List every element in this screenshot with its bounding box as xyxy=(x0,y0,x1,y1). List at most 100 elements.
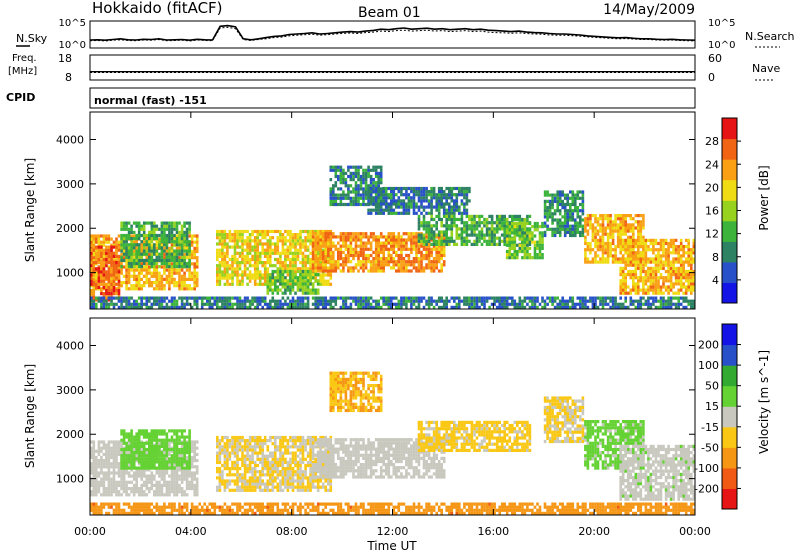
data-cell xyxy=(266,305,270,309)
data-cell xyxy=(672,260,675,264)
data-cell xyxy=(334,168,338,172)
data-cell xyxy=(329,273,333,277)
data-cell xyxy=(359,299,363,303)
nave-label: Nave xyxy=(752,62,780,75)
data-cell xyxy=(493,242,496,246)
data-cell xyxy=(97,254,101,258)
data-cell xyxy=(100,251,103,255)
data-cell xyxy=(533,243,537,247)
data-cell xyxy=(609,223,612,227)
data-cell xyxy=(679,263,683,267)
data-cell xyxy=(642,269,645,274)
data-cell xyxy=(216,270,219,274)
data-cell xyxy=(601,235,605,239)
data-cell xyxy=(442,263,446,267)
data-cell xyxy=(163,268,166,272)
data-cell xyxy=(538,240,542,244)
data-cell xyxy=(606,296,610,300)
data-cell xyxy=(291,267,295,271)
data-cell xyxy=(616,305,620,309)
data-cell xyxy=(357,168,360,172)
data-cell xyxy=(135,302,138,306)
data-cell xyxy=(334,193,338,197)
data-cell xyxy=(170,302,174,306)
data-cell xyxy=(384,190,388,194)
data-cell xyxy=(558,299,562,303)
data-cell xyxy=(304,267,307,271)
data-cell xyxy=(256,267,259,271)
data-cell xyxy=(483,233,486,237)
data-cell xyxy=(684,273,688,277)
data-cell xyxy=(168,246,171,250)
data-cell xyxy=(367,257,370,261)
data-cell xyxy=(120,302,123,306)
data-cell xyxy=(493,227,496,231)
data-cell xyxy=(301,257,305,262)
data-cell xyxy=(657,269,660,274)
data-cell xyxy=(571,224,575,228)
data-cell xyxy=(127,305,131,309)
nave-tick-bottom: 0 xyxy=(708,71,715,84)
data-cell xyxy=(619,266,622,270)
data-cell xyxy=(319,266,322,270)
data-cell xyxy=(445,193,448,197)
data-cell xyxy=(276,276,280,280)
data-cell xyxy=(682,282,685,286)
data-cell xyxy=(188,277,191,281)
data-cell xyxy=(606,248,610,252)
data-cell xyxy=(619,238,622,242)
data-cell xyxy=(243,254,247,258)
data-cell xyxy=(145,271,149,275)
data-cell xyxy=(596,220,600,224)
data-cell xyxy=(258,302,262,306)
data-cell xyxy=(649,276,653,280)
data-cell xyxy=(115,296,118,300)
data-cell xyxy=(508,296,512,300)
data-cell xyxy=(637,291,640,295)
data-cell xyxy=(427,296,431,300)
data-cell xyxy=(516,217,519,222)
data-cell xyxy=(125,277,128,281)
data-cell xyxy=(178,284,181,288)
data-cell xyxy=(100,287,103,291)
data-cell xyxy=(662,285,665,289)
data-cell xyxy=(596,241,600,246)
data-cell xyxy=(236,305,239,309)
data-cell xyxy=(442,208,446,212)
data-cell xyxy=(417,227,421,231)
data-cell xyxy=(528,299,532,303)
data-cell xyxy=(621,238,625,242)
data-cell xyxy=(662,251,665,255)
data-cell xyxy=(97,245,101,249)
data-cell xyxy=(112,279,116,283)
data-cell xyxy=(92,292,96,296)
data-cell xyxy=(669,288,673,292)
data-cell xyxy=(569,212,572,216)
data-cell xyxy=(332,184,335,188)
data-cell xyxy=(327,241,330,245)
data-cell xyxy=(327,238,330,242)
data-cell xyxy=(352,174,355,179)
data-cell xyxy=(526,253,529,257)
data-cell xyxy=(231,302,234,306)
data-cell xyxy=(140,246,143,250)
data-cell xyxy=(382,208,385,212)
data-cell xyxy=(357,165,360,169)
data-cell xyxy=(475,227,479,231)
data-cell xyxy=(306,279,310,283)
data-cell xyxy=(122,249,126,254)
data-cell xyxy=(301,296,305,300)
data-cell xyxy=(228,229,232,234)
data-cell xyxy=(629,226,633,230)
data-cell xyxy=(624,232,627,236)
data-cell xyxy=(145,249,149,253)
data-cell xyxy=(569,230,572,234)
data-cell xyxy=(468,224,471,228)
data-cell xyxy=(90,296,93,300)
data-cell xyxy=(435,247,438,251)
data-cell xyxy=(390,232,393,236)
data-cell xyxy=(442,193,446,197)
data-cell xyxy=(634,263,638,267)
data-cell xyxy=(180,281,184,285)
data-cell xyxy=(616,214,620,218)
